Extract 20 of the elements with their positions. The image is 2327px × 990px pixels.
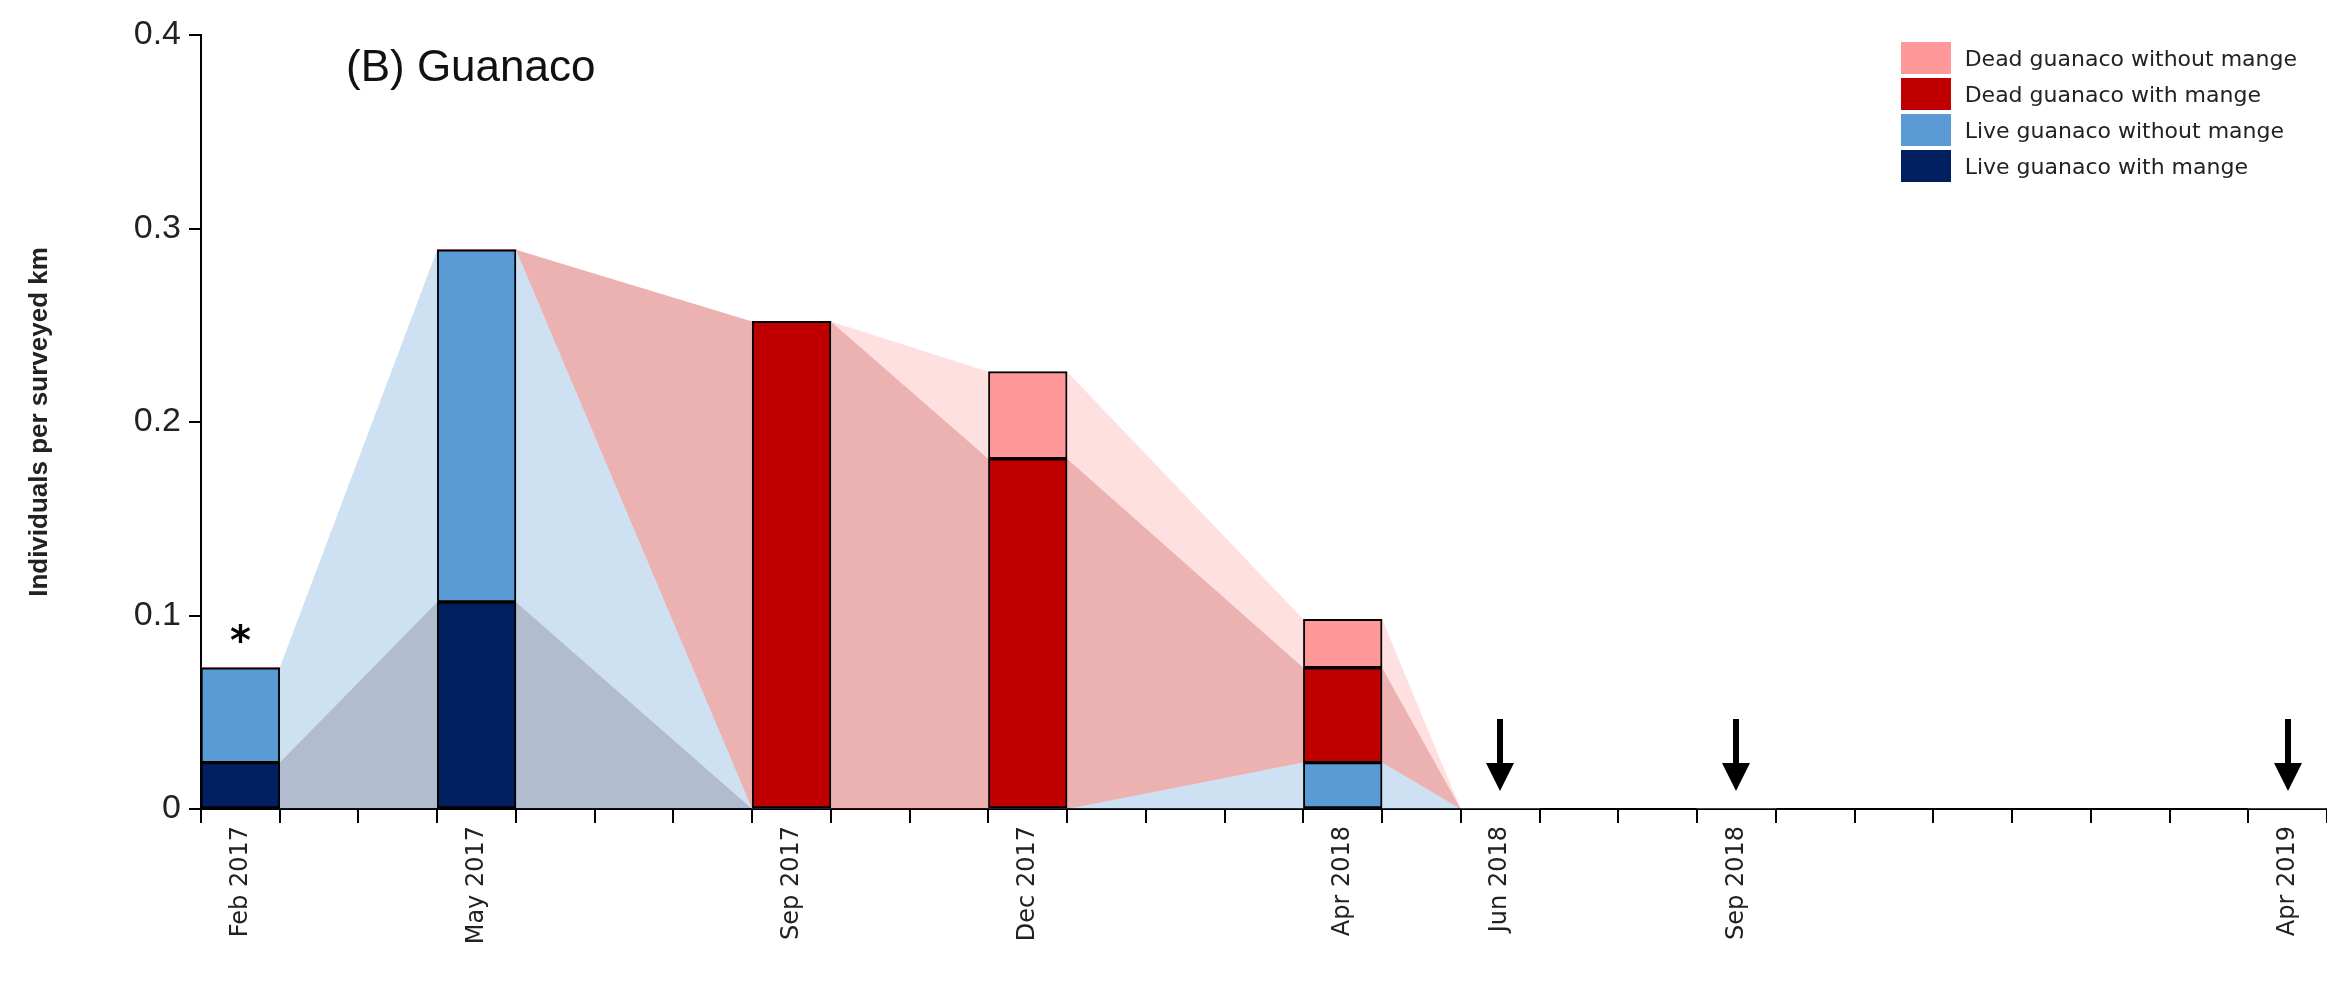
legend-label: Dead guanaco without mange [1964, 45, 2297, 71]
legend-label: Live guanaco without mange [1964, 117, 2284, 143]
y-tick-label: 0 [162, 787, 181, 826]
legend-label: Live guanaco with mange [1964, 153, 2248, 179]
x-tick-label: Sep 2017 [775, 826, 804, 940]
x-tick-label: Dec 2017 [1012, 826, 1041, 942]
legend-label: Dead guanaco with mange [1964, 81, 2261, 107]
x-tick-label: Apr 2018 [1326, 826, 1355, 937]
y-tick-label: 0.3 [133, 206, 181, 245]
x-tick-label: Jun 2018 [1484, 826, 1513, 935]
annotation: * [229, 617, 251, 664]
y-tick-label: 0.2 [133, 400, 181, 439]
x-tick-label: May 2017 [460, 826, 489, 945]
chart-title: (B) Guanaco [346, 41, 596, 91]
y-tick-label: 0.1 [133, 593, 181, 632]
x-tick-label: Apr 2019 [2271, 826, 2300, 937]
y-tick-label: 0.4 [133, 13, 181, 52]
x-tick-label: Feb 2017 [224, 826, 253, 938]
y-axis-title: Individuals per surveyed km [22, 247, 53, 597]
x-tick-label: Sep 2018 [1720, 826, 1749, 940]
